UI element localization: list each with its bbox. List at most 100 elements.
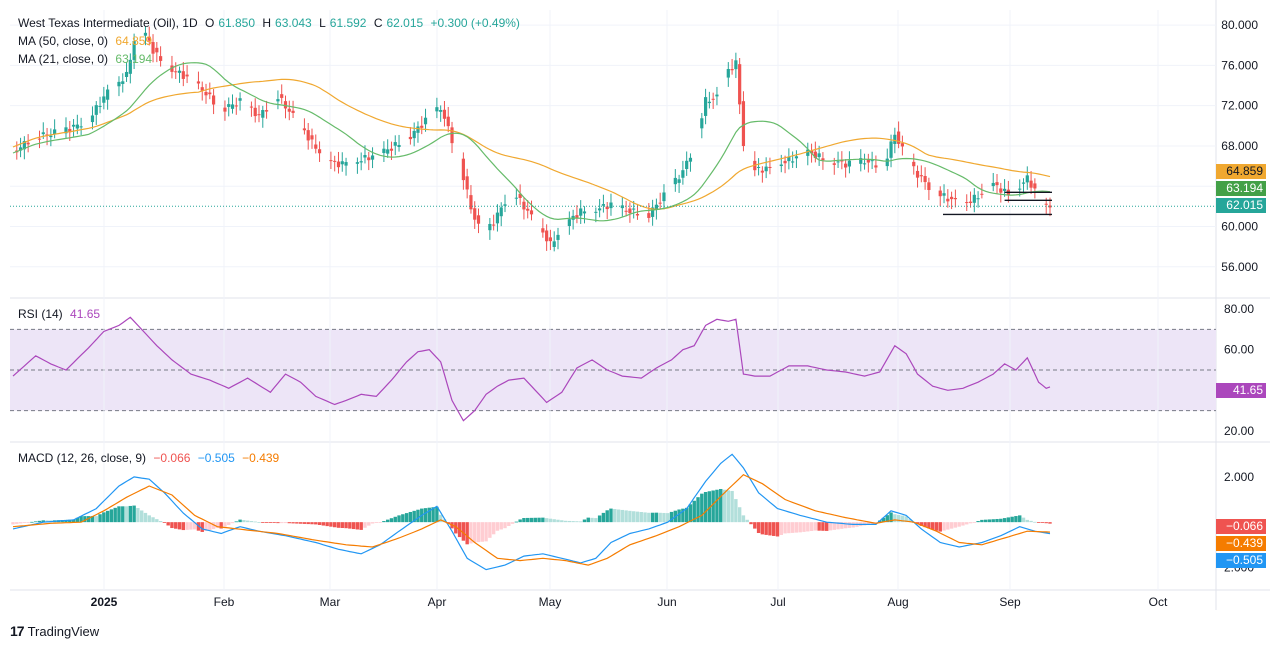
candle-body: [601, 204, 606, 206]
candle-body: [919, 175, 923, 177]
candle-body: [280, 94, 284, 98]
macd-tick-label: 2.000: [1224, 470, 1254, 484]
macd-histogram-bar: [756, 522, 761, 534]
macd-histogram-bar: [775, 522, 780, 537]
macd-histogram-bar: [840, 522, 844, 529]
macd-histogram-bar: [128, 505, 133, 523]
macd-histogram-bar: [934, 522, 939, 531]
macd-histogram-bar: [552, 519, 556, 523]
macd-histogram-bar: [548, 518, 553, 523]
macd-histogram-bar: [885, 515, 889, 523]
macd-histogram-bar: [927, 522, 931, 529]
macd-histogram-bar: [382, 521, 386, 523]
macd-histogram-bar: [726, 490, 731, 523]
macd-histogram-bar: [809, 522, 814, 531]
candle-body: [386, 149, 390, 154]
candle-body: [223, 107, 227, 112]
macd-histogram-bar: [571, 521, 575, 523]
macd-histogram-bar: [1010, 516, 1014, 523]
macd-histogram-bar: [900, 515, 905, 523]
macd-histogram-bar: [806, 522, 810, 532]
macd-hist-value: −0.066: [153, 451, 191, 465]
macd-histogram-bar: [821, 522, 825, 531]
candle-body: [949, 196, 954, 200]
macd-legend[interactable]: MACD (12, 26, close, 9) −0.066 −0.505 −0…: [18, 451, 283, 466]
ma21-legend[interactable]: MA (21, close, 0) 63.194: [18, 52, 156, 67]
macd-histogram-bar: [204, 522, 208, 531]
macd-histogram-bar: [647, 512, 651, 523]
macd-histogram-bar: [961, 522, 965, 526]
macd-histogram-bar: [79, 516, 83, 523]
candle-body: [264, 110, 269, 112]
ma21-price-tag: 63.194: [1216, 181, 1266, 196]
macd-histogram-bar: [575, 521, 579, 523]
candle-body: [495, 212, 500, 224]
macd-histogram-bar: [287, 522, 291, 524]
candle-body: [106, 89, 110, 100]
macd-histogram-bar: [310, 522, 314, 525]
macd-histogram-bar: [696, 497, 700, 523]
ma21-value: 63.194: [115, 52, 153, 66]
macd-histogram-bar: [484, 522, 488, 542]
candle-body: [514, 197, 518, 199]
ma50-legend[interactable]: MA (50, close, 0) 64.859: [18, 34, 156, 49]
macd-histogram-bar: [688, 504, 693, 523]
rsi-legend[interactable]: RSI (14) 41.65: [18, 307, 104, 322]
macd-histogram-bar: [995, 518, 999, 523]
macd-histogram-bar: [121, 506, 125, 523]
candle-body: [700, 118, 704, 129]
ohlc-low: L 61.592: [319, 16, 366, 30]
candle-body: [159, 56, 163, 61]
macd-histogram-bar: [132, 505, 136, 523]
macd-histogram-bar: [34, 521, 38, 523]
macd-histogram-bar: [280, 522, 284, 524]
change-value: +0.300 (+0.49%): [430, 16, 520, 30]
candle-body: [832, 163, 836, 165]
macd-histogram-bar: [37, 520, 42, 523]
macd-histogram-bar: [355, 522, 360, 530]
macd-histogram-bar: [461, 522, 466, 541]
macd-histogram-bar: [359, 522, 363, 530]
macd-histogram-bar: [579, 521, 583, 523]
macd-histogram-bar: [832, 522, 836, 530]
macd-histogram-bar: [684, 507, 689, 523]
macd-histogram-bar: [563, 520, 568, 523]
time-tick-label: Sep: [999, 595, 1021, 609]
macd-histogram-bar: [438, 514, 443, 523]
tradingview-brand[interactable]: 17 TradingView: [10, 623, 99, 639]
macd-histogram-bar: [253, 521, 257, 523]
macd-histogram-bar: [249, 521, 254, 523]
macd-histogram-bar: [41, 520, 45, 523]
macd-histogram-bar: [522, 518, 526, 523]
candle-body: [461, 158, 465, 181]
macd-histogram-bar: [22, 522, 27, 523]
macd-histogram-bar: [556, 519, 560, 523]
macd-histogram-bar: [798, 522, 802, 533]
candle-body: [651, 207, 655, 217]
candle-body: [367, 157, 371, 161]
candle-body: [238, 98, 242, 101]
candle-body: [344, 162, 348, 166]
macd-line: [12, 453, 1051, 571]
macd-histogram-bar: [295, 522, 299, 524]
price-tick-label: 80.000: [1221, 18, 1258, 32]
macd-histogram-bar: [707, 491, 712, 523]
macd-histogram-bar: [15, 522, 19, 524]
rsi-tick-label: 20.00: [1224, 424, 1254, 438]
candle-body: [117, 81, 121, 87]
candle-body: [310, 135, 314, 140]
candle-body: [18, 147, 23, 151]
macd-histogram-bar: [953, 522, 958, 528]
price-tick-label: 72.000: [1221, 99, 1258, 113]
candle-body: [227, 104, 231, 107]
candle-body: [291, 110, 295, 113]
candle-body: [177, 70, 182, 73]
high-label: H: [262, 16, 272, 30]
candle-body: [900, 143, 904, 147]
candle-body: [707, 101, 711, 104]
macd-histogram-bar: [238, 519, 242, 523]
candle-body: [389, 148, 394, 151]
macd-histogram-bar: [923, 522, 927, 528]
candle-body: [363, 155, 367, 158]
